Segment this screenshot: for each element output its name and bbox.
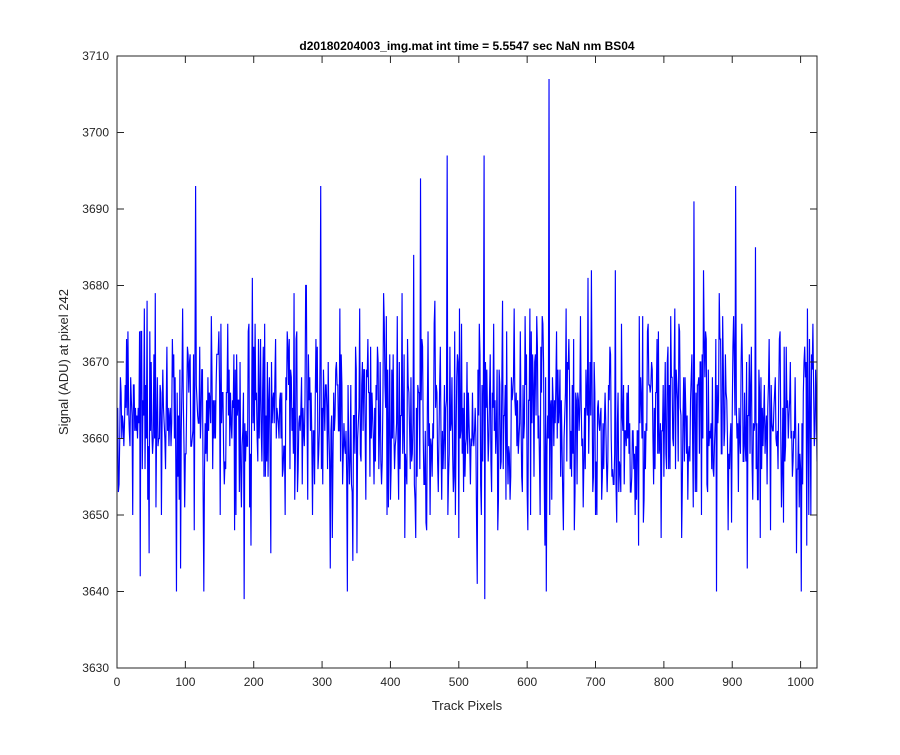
series-layer xyxy=(117,78,817,600)
y-tick-label: 3710 xyxy=(82,49,109,63)
x-tick-label: 100 xyxy=(175,675,195,689)
chart-title: d20180204003_img.mat int time = 5.5547 s… xyxy=(299,39,635,53)
y-axis-label: Signal (ADU) at pixel 242 xyxy=(56,289,71,435)
x-tick-label: 1000 xyxy=(787,675,814,689)
x-tick-label: 300 xyxy=(312,675,332,689)
axes-layer: 0 100 200 300 400 500 600 700 800 900 1000 3630 3640… xyxy=(82,49,818,689)
y-tick-label: 3680 xyxy=(82,279,109,293)
x-tick-label: 600 xyxy=(517,675,537,689)
y-tick-label: 3670 xyxy=(82,355,109,369)
x-tick-label: 0 xyxy=(114,675,121,689)
x-tick-label: 500 xyxy=(449,675,469,689)
y-tick-label: 3630 xyxy=(82,661,109,675)
x-tick-label: 200 xyxy=(244,675,264,689)
x-tick-label: 400 xyxy=(380,675,400,689)
y-tick-label: 3660 xyxy=(82,432,109,446)
x-tick-label: 900 xyxy=(722,675,742,689)
x-tick-label: 700 xyxy=(586,675,606,689)
y-tick-label: 3640 xyxy=(82,585,109,599)
x-tick-label: 800 xyxy=(654,675,674,689)
series-line xyxy=(117,78,817,600)
x-axis-label: Track Pixels xyxy=(432,698,503,713)
y-tick-label: 3700 xyxy=(82,126,109,140)
y-tick-label: 3690 xyxy=(82,202,109,216)
y-tick-label: 3650 xyxy=(82,508,109,522)
